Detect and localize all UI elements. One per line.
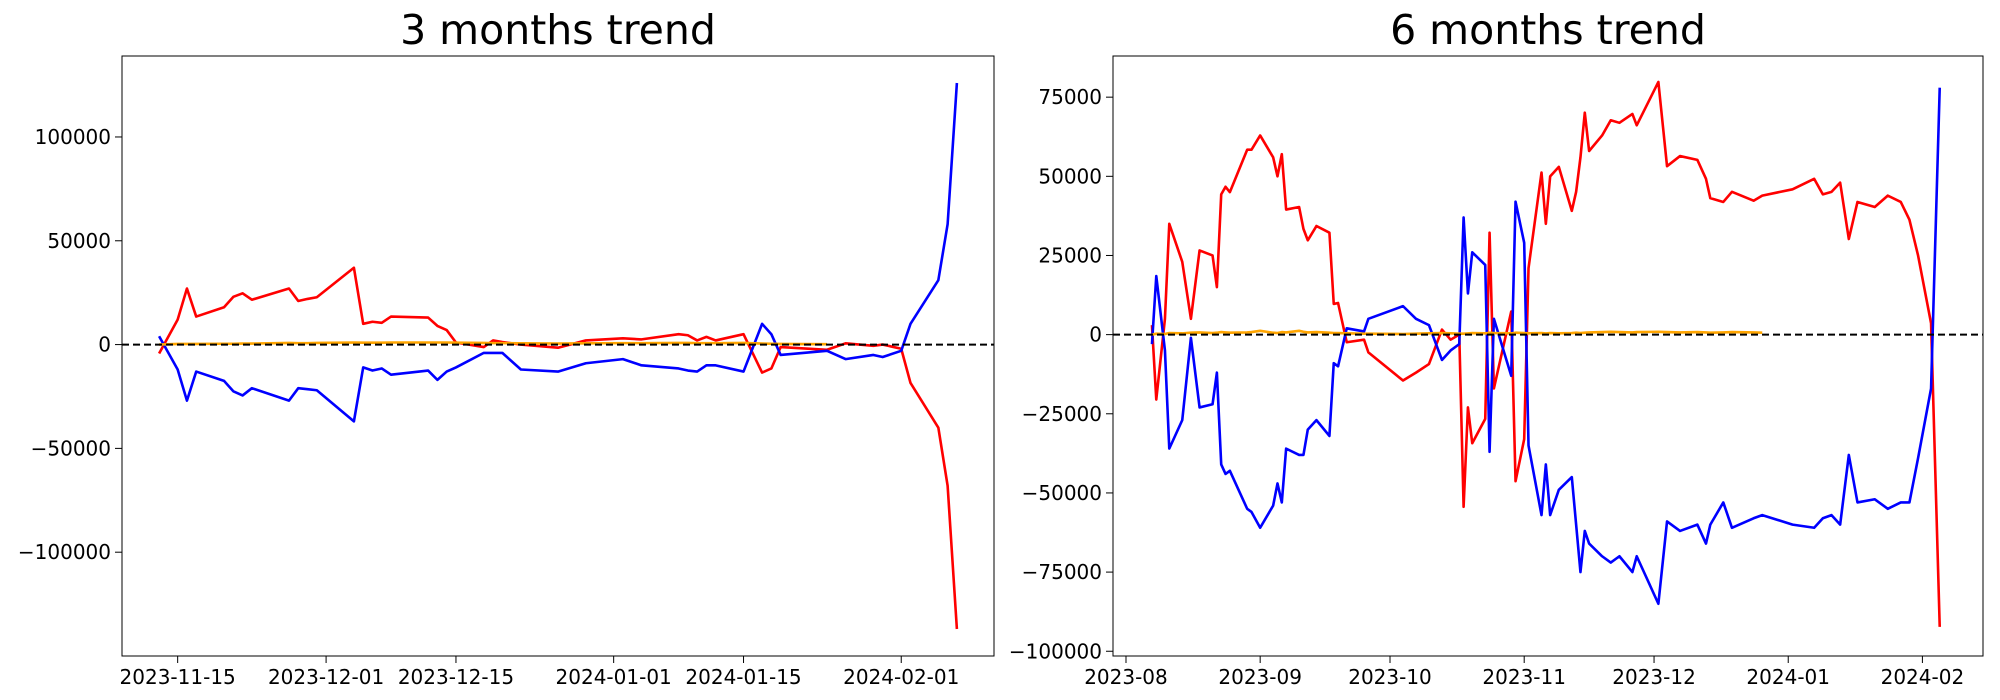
x-tick-label: 2024-02-01: [843, 665, 959, 689]
x-tick-label: 2024-01-15: [685, 665, 801, 689]
x-tick-label: 2024-01-01: [556, 665, 672, 689]
y-tick-label: 100000: [35, 125, 111, 149]
y-tick-label: −100000: [1009, 639, 1102, 663]
series-line: [1150, 87, 1942, 606]
x-tick-label: 2023-11-15: [120, 665, 236, 689]
y-tick-label: −75000: [1022, 560, 1102, 584]
y-tick-label: 25000: [1038, 243, 1102, 267]
y-tick-label: 50000: [1038, 164, 1102, 188]
x-tick-label: 2024-01: [1746, 665, 1830, 689]
y-tick-label: −50000: [1022, 481, 1102, 505]
y-tick-label: −50000: [31, 436, 111, 460]
axes-frame: [121, 55, 995, 657]
y-tick-label: −100000: [18, 540, 111, 564]
y-tick-label: 0: [1089, 323, 1102, 347]
x-tick-label: 2023-10: [1348, 665, 1432, 689]
x-tick-label: 2023-11: [1482, 665, 1566, 689]
x-tick-label: 2023-12-01: [268, 665, 384, 689]
x-tick-label: 2023-08: [1084, 665, 1168, 689]
x-tick-label: 2024-02: [1881, 665, 1965, 689]
y-tick-label: 0: [98, 333, 111, 357]
plot-area: [1113, 80, 1983, 627]
chart-title: 6 months trend: [1390, 6, 1706, 54]
series-line: [157, 82, 959, 423]
plot-area: [122, 82, 994, 630]
series-line: [1150, 80, 1942, 627]
axes-frame: [1112, 55, 1984, 657]
x-tick-label: 2023-12: [1612, 665, 1696, 689]
y-tick-label: −25000: [1022, 402, 1102, 426]
series-line: [159, 341, 828, 346]
x-tick-label: 2023-12-15: [398, 665, 514, 689]
x-tick-label: 2023-09: [1218, 665, 1302, 689]
chart-title: 3 months trend: [400, 6, 716, 54]
y-tick-label: 75000: [1038, 85, 1102, 109]
y-tick-label: 50000: [47, 229, 111, 253]
